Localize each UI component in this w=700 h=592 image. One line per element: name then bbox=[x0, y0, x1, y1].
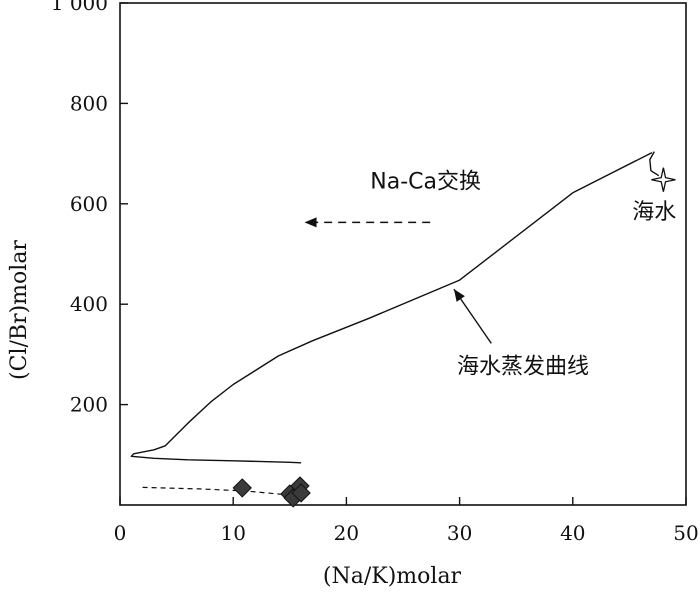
sample-diamond bbox=[232, 478, 252, 498]
evaporation-curve bbox=[130, 151, 653, 464]
x-tick-label: 0 bbox=[114, 521, 127, 545]
axes: 0 10 20 30 40 50 200 400 600 800 1 000 bbox=[51, 0, 699, 545]
x-tick-label: 10 bbox=[220, 521, 245, 545]
annotation-seawater: 海水 bbox=[632, 200, 676, 225]
x-tick-label: 50 bbox=[673, 521, 698, 545]
annotation-na-ca-exchange: Na-Ca交换 bbox=[370, 170, 481, 195]
y-axis-title: (Cl/Br)molar bbox=[7, 240, 32, 380]
x-tick-label: 40 bbox=[560, 521, 585, 545]
labels: (Na/K)molar (Cl/Br)molar Na-Ca交换 海水 海水蒸发… bbox=[7, 170, 676, 589]
y-tick-label: 1 000 bbox=[51, 0, 108, 15]
annotation-evaporation-curve: 海水蒸发曲线 bbox=[457, 354, 589, 379]
x-tick-label: 30 bbox=[447, 521, 472, 545]
y-tick-label: 400 bbox=[70, 292, 108, 316]
arrow-head bbox=[304, 217, 317, 228]
x-axis-title: (Na/K)molar bbox=[323, 564, 462, 589]
y-tick-label: 600 bbox=[70, 192, 108, 216]
seawater-star-marker bbox=[651, 167, 676, 192]
plot-frame bbox=[119, 2, 687, 506]
y-tick-label: 800 bbox=[70, 91, 108, 115]
curve-hook bbox=[649, 151, 660, 177]
sample-trend-dashed-line bbox=[142, 486, 296, 496]
y-tick-label: 200 bbox=[70, 393, 108, 417]
sample-diamond bbox=[291, 483, 311, 503]
x-tick-label: 20 bbox=[334, 521, 359, 545]
arrow-head bbox=[453, 289, 465, 302]
plot-area bbox=[130, 151, 676, 508]
